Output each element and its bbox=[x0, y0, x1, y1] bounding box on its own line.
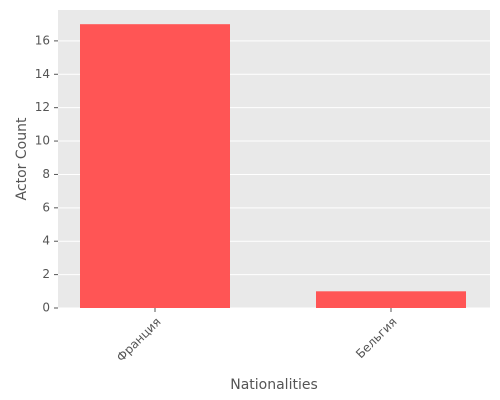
y-tick-label: 4 bbox=[42, 234, 50, 248]
x-tick-label: Бельгия bbox=[353, 315, 399, 361]
x-axis-label: Nationalities bbox=[230, 377, 318, 393]
bar bbox=[80, 24, 230, 308]
y-axis-label: Actor Count bbox=[14, 117, 30, 200]
x-tick-label: Франция bbox=[114, 315, 164, 365]
y-tick-label: 16 bbox=[35, 33, 50, 47]
y-tick-label: 14 bbox=[35, 67, 50, 81]
y-tick-label: 0 bbox=[42, 301, 50, 315]
y-tick-label: 12 bbox=[35, 100, 50, 114]
y-tick-label: 8 bbox=[42, 167, 50, 181]
y-tick-label: 6 bbox=[42, 200, 50, 214]
bar bbox=[316, 291, 466, 308]
y-tick-label: 2 bbox=[42, 267, 50, 281]
y-tick-label: 10 bbox=[35, 134, 50, 148]
